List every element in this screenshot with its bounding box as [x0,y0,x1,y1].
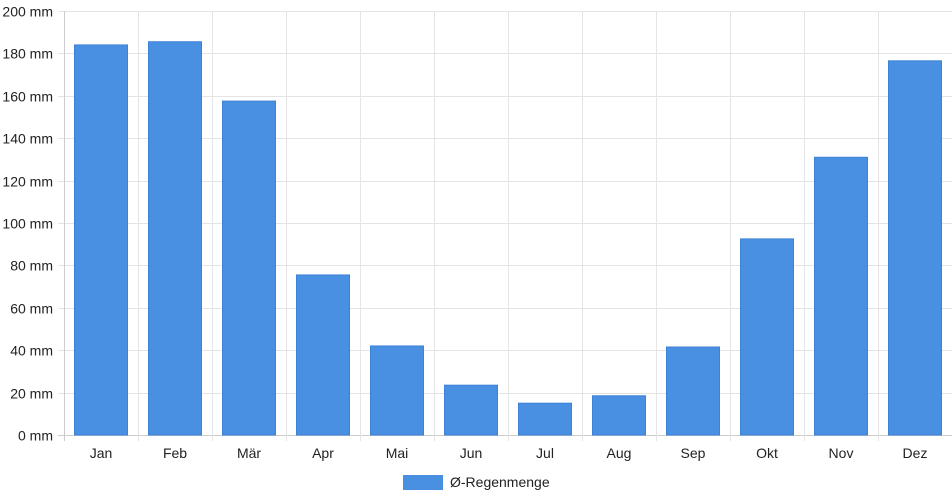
x-tick-label: Nov [829,445,854,461]
legend-swatch [403,475,443,490]
bar-okt [740,238,794,436]
x-tick-label: Feb [163,445,187,461]
bar-mai [370,345,424,436]
bar-mär [222,100,276,436]
bars [74,41,942,436]
bar-apr [296,274,350,436]
x-tick-label: Jan [90,445,113,461]
bar-dez [888,60,942,436]
y-tick-label: 160 mm [2,89,53,105]
y-tick-label: 140 mm [2,131,53,147]
x-tick-label: Okt [756,445,778,461]
legend: Ø-Regenmenge [403,474,550,490]
bar-feb [148,41,202,436]
x-tick-label: Aug [607,445,632,461]
x-tick-label: Sep [681,445,706,461]
grid [58,11,952,441]
bar-jan [74,44,128,436]
y-tick-label: 0 mm [18,428,53,444]
x-tick-label: Dez [903,445,928,461]
x-tick-label: Jul [536,445,554,461]
y-tick-label: 120 mm [2,174,53,190]
legend-label: Ø-Regenmenge [450,474,550,490]
bar-jul [518,402,572,436]
bar-jun [444,384,498,436]
y-tick-label: 180 mm [2,46,53,62]
bar-sep [666,346,720,436]
y-tick-label: 200 mm [2,4,53,20]
y-tick-label: 40 mm [10,343,53,359]
y-tick-label: 80 mm [10,258,53,274]
axes: 0 mm 20 mm 40 mm 60 mm 80 mm 100 mm 120 mm 140 … [2,4,927,462]
y-tick-label: 20 mm [10,386,53,402]
y-tick-label: 60 mm [10,301,53,317]
x-tick-label: Jun [460,445,483,461]
x-tick-label: Mai [386,445,409,461]
x-tick-label: Mär [237,445,261,461]
y-tick-label: 100 mm [2,216,53,232]
x-tick-label: Apr [312,445,334,461]
bar-nov [814,156,868,436]
bar-aug [592,395,646,436]
